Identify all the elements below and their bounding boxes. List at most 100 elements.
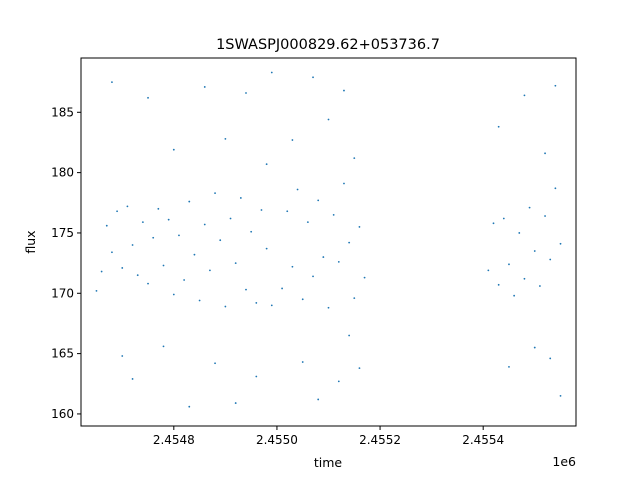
data-point [286, 210, 289, 213]
data-point [317, 199, 320, 202]
data-point [337, 380, 340, 383]
y-tick-label-3: 175 [51, 226, 74, 240]
data-point [270, 71, 273, 74]
data-point [141, 221, 144, 223]
data-point [301, 361, 304, 363]
data-point [528, 206, 531, 209]
x-tick-label-2: 2.4552 [359, 433, 401, 447]
data-point [105, 224, 108, 227]
data-point [497, 125, 500, 128]
data-point [255, 302, 258, 304]
data-point [549, 258, 552, 261]
data-point [167, 218, 170, 221]
data-point [245, 92, 247, 94]
data-point [306, 221, 309, 223]
y-axis-label: flux [23, 230, 38, 253]
data-point [111, 81, 113, 84]
data-point [162, 345, 165, 348]
data-point [157, 207, 160, 210]
data-point [301, 298, 304, 301]
data-point [245, 288, 247, 291]
data-point [296, 188, 299, 191]
data-point [136, 274, 139, 277]
data-point [203, 223, 206, 226]
data-point [343, 182, 345, 185]
data-point [270, 304, 273, 307]
data-point [121, 267, 124, 269]
data-point [358, 226, 361, 228]
data-point [523, 94, 526, 97]
data-point [183, 279, 186, 281]
data-point [172, 293, 175, 296]
data-point [265, 247, 268, 250]
data-point [508, 365, 510, 368]
data-point [152, 236, 155, 239]
data-point [559, 394, 562, 397]
data-point [131, 378, 134, 380]
y-axis: 160 165 170 175 180 185 [51, 105, 81, 421]
data-point [188, 405, 191, 408]
data-point [178, 234, 180, 237]
x-axis: 2.4548 2.4550 2.4552 2.4554 [153, 426, 504, 447]
x-tick-label-0: 2.4548 [153, 433, 195, 447]
data-point [332, 213, 335, 216]
data-point [544, 215, 546, 217]
data-point [549, 357, 552, 360]
data-point [100, 270, 103, 273]
data-point [487, 269, 490, 272]
data-point [348, 241, 351, 244]
data-point [250, 230, 253, 233]
data-point [162, 264, 165, 267]
data-point [317, 398, 320, 401]
data-point [312, 275, 314, 278]
x-tick-label-3: 2.4554 [462, 433, 504, 447]
data-point [523, 277, 526, 280]
data-point [554, 84, 557, 87]
y-tick-label-5: 185 [51, 105, 74, 119]
data-point [291, 139, 294, 141]
data-point [198, 299, 201, 302]
data-point [358, 367, 361, 369]
data-point [291, 265, 294, 268]
data-point [229, 217, 232, 220]
x-offset-label: 1e6 [552, 454, 576, 469]
data-point [214, 362, 216, 365]
data-point [239, 197, 242, 199]
data-point [559, 242, 562, 245]
data-point [554, 187, 557, 190]
scatter-points [95, 71, 562, 408]
y-tick-label-1: 165 [51, 347, 74, 361]
data-point [111, 251, 113, 254]
data-point [513, 294, 516, 297]
data-point [255, 375, 258, 378]
data-point [337, 261, 340, 263]
data-point [265, 163, 268, 166]
data-point [147, 282, 149, 285]
data-point [348, 334, 351, 337]
data-point [322, 256, 325, 258]
data-point [327, 306, 330, 309]
data-point [492, 222, 495, 225]
data-point [533, 346, 536, 349]
data-point [260, 209, 263, 211]
data-point [203, 86, 206, 88]
data-point [131, 244, 134, 246]
data-point [126, 205, 129, 208]
data-point [193, 253, 196, 256]
data-point [497, 283, 500, 286]
data-point [343, 89, 345, 92]
data-point [234, 262, 237, 265]
data-point [327, 118, 330, 121]
data-point [219, 239, 222, 242]
data-point [363, 276, 366, 279]
data-point [353, 297, 356, 299]
x-tick-label-1: 2.4550 [256, 433, 298, 447]
plot-frame [80, 57, 577, 427]
data-point [518, 232, 521, 234]
chart-title: 1SWASPJ000829.62+053736.7 [216, 37, 440, 53]
data-point [224, 137, 227, 140]
data-point [147, 96, 149, 99]
data-point [214, 192, 216, 195]
